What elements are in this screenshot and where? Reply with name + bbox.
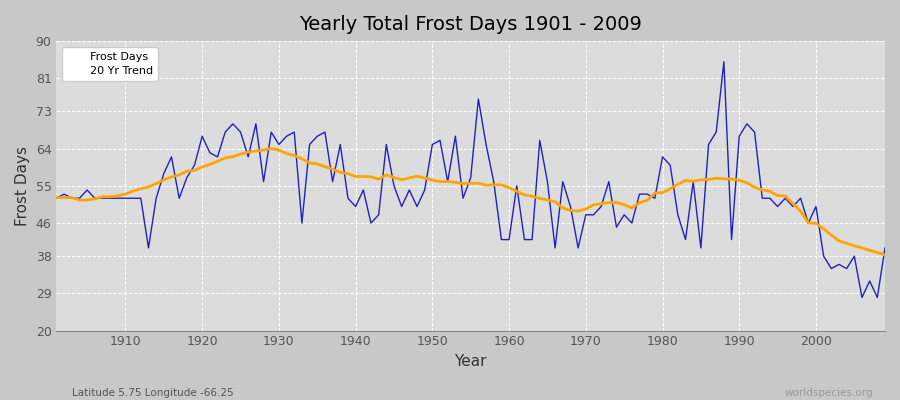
20 Yr Trend <box>603 200 614 205</box>
X-axis label: Year: Year <box>454 354 487 369</box>
Y-axis label: Frost Days: Frost Days <box>15 146 30 226</box>
20 Yr Trend <box>511 189 522 194</box>
20 Yr Trend <box>289 153 300 158</box>
20 Yr Trend <box>266 146 276 151</box>
Frost Days <box>879 246 890 250</box>
Line: 20 Yr Trend: 20 Yr Trend <box>57 148 885 255</box>
20 Yr Trend <box>335 170 346 175</box>
Frost Days <box>504 237 515 242</box>
Text: Latitude 5.75 Longitude -66.25: Latitude 5.75 Longitude -66.25 <box>72 388 234 398</box>
Frost Days <box>281 134 292 139</box>
Frost Days <box>718 59 729 64</box>
Frost Days <box>328 179 338 184</box>
Legend: Frost Days, 20 Yr Trend: Frost Days, 20 Yr Trend <box>62 47 158 81</box>
20 Yr Trend <box>51 195 62 200</box>
20 Yr Trend <box>504 185 515 190</box>
Frost Days <box>51 196 62 201</box>
Line: Frost Days: Frost Days <box>57 62 885 298</box>
Title: Yearly Total Frost Days 1901 - 2009: Yearly Total Frost Days 1901 - 2009 <box>300 15 642 34</box>
Frost Days <box>112 196 123 201</box>
20 Yr Trend <box>112 193 123 198</box>
Frost Days <box>857 295 868 300</box>
Text: worldspecies.org: worldspecies.org <box>785 388 873 398</box>
Frost Days <box>596 204 607 209</box>
Frost Days <box>496 237 507 242</box>
20 Yr Trend <box>879 252 890 257</box>
